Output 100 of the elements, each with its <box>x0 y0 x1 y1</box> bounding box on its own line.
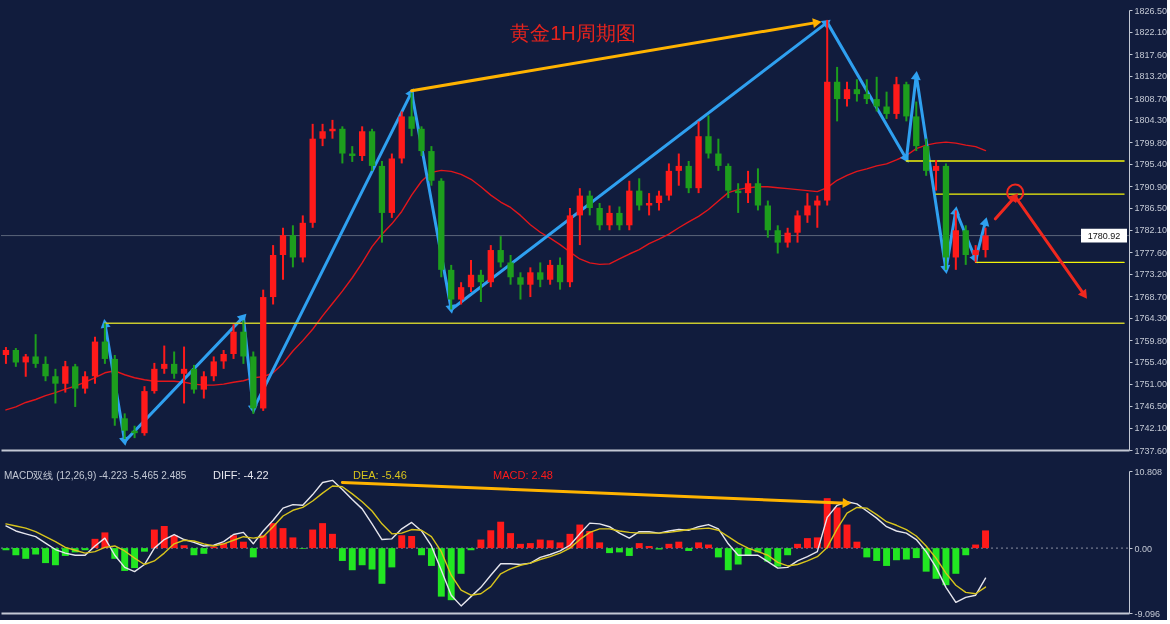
candlestick <box>42 355 49 383</box>
bar <box>150 529 158 549</box>
bar <box>675 541 683 549</box>
candlestick <box>467 258 475 294</box>
annotation: MACD双线 (12,26,9) -4.223 -5.465 2.485 <box>4 470 187 481</box>
bar <box>536 539 544 549</box>
candlestick <box>62 359 69 394</box>
bar <box>329 533 336 549</box>
candlestick <box>833 65 841 123</box>
bar <box>912 548 920 559</box>
text: 黄金1H周期图 <box>510 22 636 44</box>
bar <box>724 548 732 571</box>
bar <box>962 548 970 556</box>
bar <box>863 548 871 558</box>
candlestick <box>932 158 940 192</box>
bar <box>42 548 49 564</box>
y-tick-label: 1773.20 <box>1134 269 1168 280</box>
candlestick <box>546 258 554 286</box>
bar <box>141 548 148 552</box>
bar <box>546 540 554 549</box>
bar <box>497 521 505 549</box>
candlestick <box>616 205 623 232</box>
candlestick <box>645 192 653 217</box>
bar <box>853 541 861 549</box>
bar <box>734 548 742 565</box>
candlestick <box>576 187 584 247</box>
candlestick <box>151 361 158 395</box>
bar <box>784 548 792 556</box>
bar <box>309 529 317 549</box>
y-tick-label: 1746.50 <box>1134 401 1168 412</box>
annotation: DEA: -5.46 <box>353 469 407 481</box>
y-tick-label: 1808.70 <box>1134 93 1168 104</box>
point <box>910 71 921 81</box>
y-tick-label: 10.808 <box>1134 466 1163 477</box>
y-tick-label: 1790.90 <box>1134 181 1168 192</box>
bar <box>873 548 881 561</box>
bar <box>714 548 722 558</box>
candlestick <box>843 80 851 108</box>
candlestick <box>81 370 89 395</box>
y-tick-label: 1764.30 <box>1134 313 1168 324</box>
bar <box>12 548 20 556</box>
bar <box>487 530 495 549</box>
y-tick-label: 1751.00 <box>1134 379 1168 390</box>
bar <box>833 507 841 549</box>
y-tick-label: 1817.60 <box>1134 49 1168 60</box>
bar <box>635 543 643 549</box>
candlestick <box>32 333 39 369</box>
y-tick-label: 1755.40 <box>1134 357 1168 368</box>
bar <box>665 543 673 549</box>
candlestick <box>774 224 781 255</box>
candlestick <box>220 349 227 370</box>
candlestick <box>537 261 544 289</box>
bar <box>200 548 208 554</box>
y-tick-label: 1737.60 <box>1134 445 1168 456</box>
candlestick <box>161 344 168 375</box>
bar <box>180 545 188 549</box>
candlestick <box>101 322 109 365</box>
y-tick-label: 1822.10 <box>1134 27 1168 38</box>
candlestick <box>754 167 762 212</box>
point <box>979 217 990 227</box>
candlestick <box>863 78 870 106</box>
bar <box>259 535 267 549</box>
ref-line-label: 1780.92 <box>1087 230 1121 241</box>
bar <box>319 523 327 549</box>
candlestick <box>72 362 79 408</box>
y-tick-label: 1799.80 <box>1134 137 1168 148</box>
bar <box>338 548 346 561</box>
bar <box>358 548 366 566</box>
y-tick-label: 1826.50 <box>1134 5 1168 16</box>
candlestick <box>517 271 524 301</box>
bar <box>526 543 534 549</box>
candlestick <box>418 125 425 158</box>
bar <box>883 548 891 566</box>
bar <box>517 543 524 549</box>
bar <box>81 548 89 551</box>
bar <box>348 548 356 571</box>
candlestick <box>527 266 534 299</box>
bar <box>586 530 594 549</box>
y-tick-label: 1804.30 <box>1134 115 1168 126</box>
candlestick <box>586 189 593 217</box>
candlestick <box>230 323 237 360</box>
candlestick <box>982 226 989 259</box>
bar <box>457 548 465 574</box>
bar <box>645 545 653 549</box>
y-tick-label: -9.096 <box>1134 608 1161 619</box>
candlestick <box>457 281 465 306</box>
candlestick <box>556 256 564 291</box>
y-tick-label: 1782.10 <box>1134 225 1168 236</box>
bar <box>239 541 247 549</box>
candlestick <box>685 159 692 195</box>
candlestick <box>289 224 297 269</box>
candlestick <box>507 253 514 286</box>
candlestick <box>715 137 722 172</box>
bar <box>893 548 900 561</box>
bar <box>902 548 910 560</box>
bar <box>625 548 633 556</box>
candlestick <box>873 75 880 113</box>
bar <box>398 535 406 549</box>
bar <box>51 548 59 566</box>
bar <box>368 548 376 570</box>
